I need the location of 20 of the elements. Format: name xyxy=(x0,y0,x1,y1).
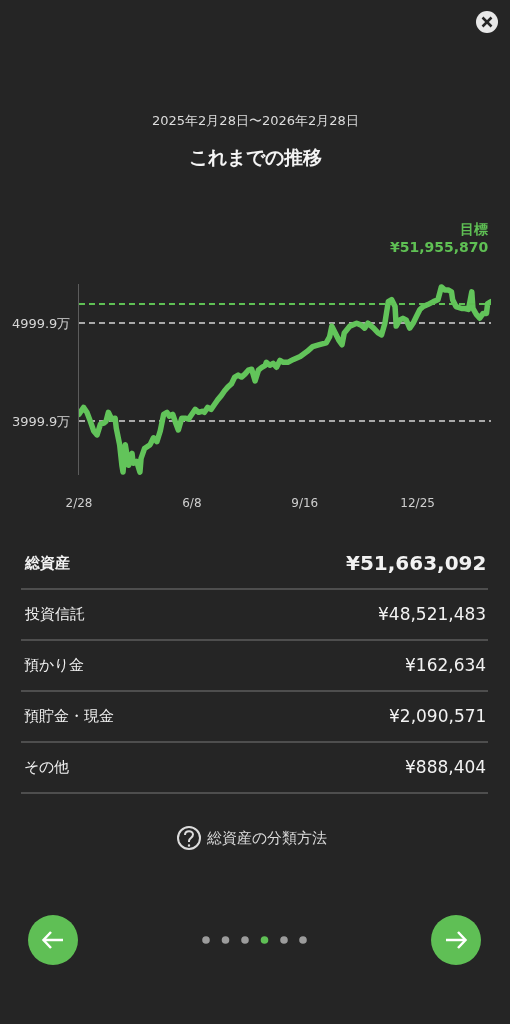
chart-subtitle: 2025年2月28日〜2026年2月28日 xyxy=(152,113,359,128)
text: 総資産の分類方法 xyxy=(206,829,327,847)
text: ¥162,634 xyxy=(405,655,487,675)
y-tick-label: 3999.9万 xyxy=(11,413,71,429)
text: ¥888,404 xyxy=(405,757,487,777)
text: 総資産 xyxy=(24,554,70,572)
x-tick-label: 6/8 xyxy=(182,496,202,510)
ref-line-label: 目標 ¥51,955,870 xyxy=(390,221,489,256)
chart-title: これまでの推移 xyxy=(188,145,322,168)
text: 預かり金 xyxy=(24,656,84,674)
text: 預貯金・現金 xyxy=(24,707,114,725)
text: ¥51,663,092 xyxy=(346,551,487,575)
y-tick-label: 4999.9万 xyxy=(11,315,71,331)
x-tick-label: 2/28 xyxy=(65,496,93,510)
text: ¥48,521,483 xyxy=(378,604,487,624)
x-tick-label: 9/16 xyxy=(291,496,319,510)
x-tick-label: 12/25 xyxy=(400,496,435,510)
text: ¥2,090,571 xyxy=(389,706,487,726)
text: 投資信託 xyxy=(24,605,85,623)
text: その他 xyxy=(24,758,69,776)
